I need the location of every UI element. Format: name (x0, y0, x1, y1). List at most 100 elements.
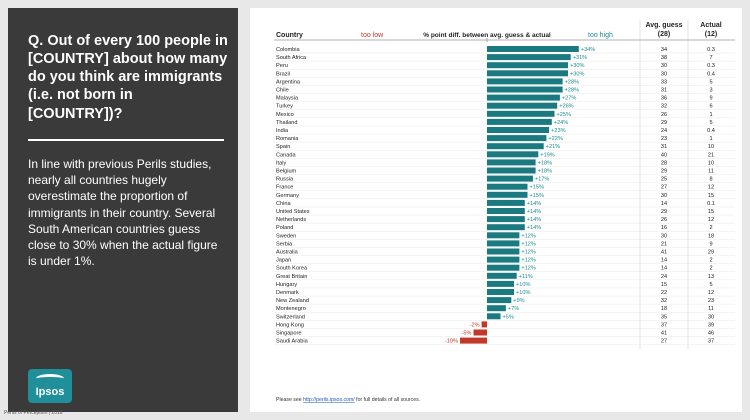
actual-value: 12 (708, 290, 714, 296)
country-label: Poland (276, 225, 293, 231)
actual-value: 12 (708, 217, 714, 223)
value-label: +7% (508, 306, 519, 312)
actual-value: 10 (708, 144, 714, 150)
bar (460, 337, 487, 344)
country-label: South Africa (276, 55, 307, 61)
actual-value: 0.4 (707, 128, 715, 134)
source-link[interactable]: http://perils.ipsos.com/ (303, 397, 355, 403)
avg-guess-value: 30 (661, 193, 667, 199)
avg-guess-value: 30 (661, 233, 667, 239)
value-label: +22% (548, 136, 562, 142)
bar (487, 54, 571, 61)
header-too-high: too high (588, 32, 613, 39)
bar (473, 329, 487, 336)
bar (487, 272, 517, 279)
actual-value: 0.3 (707, 63, 715, 69)
bar (487, 78, 563, 85)
avg-guess-value: 15 (661, 282, 667, 288)
avg-guess-value: 41 (661, 331, 667, 337)
bar (487, 264, 520, 271)
value-label: +18% (538, 169, 552, 175)
avg-guess-value: 16 (661, 225, 667, 231)
bar (487, 70, 568, 77)
actual-value: 12 (708, 185, 714, 191)
value-label: -2% (470, 322, 480, 328)
value-label: +12% (521, 250, 535, 256)
value-label: +17% (535, 177, 549, 183)
country-label: United States (276, 209, 310, 215)
avg-guess-value: 24 (661, 274, 667, 280)
actual-value: 11 (708, 169, 714, 175)
country-label: Japan (276, 258, 291, 264)
actual-value: 3 (709, 88, 712, 94)
actual-value: 8 (709, 177, 712, 183)
bar (487, 216, 525, 223)
value-label: +23% (551, 128, 565, 134)
value-label: +18% (538, 160, 552, 166)
bar (487, 313, 501, 320)
avg-guess-value: 30 (661, 63, 667, 69)
country-label: Canada (276, 152, 296, 158)
avg-guess-value: 32 (661, 298, 667, 304)
avg-guess-value: 29 (661, 209, 667, 215)
avg-guess-value: 28 (661, 160, 667, 166)
avg-guess-value: 14 (661, 258, 667, 264)
header-diff-title: % point diff. between avg. guess & actua… (423, 32, 551, 39)
value-label: +21% (546, 144, 560, 150)
avg-guess-value: 23 (661, 136, 667, 142)
avg-guess-value: 35 (661, 314, 667, 320)
actual-value: 46 (708, 331, 714, 337)
question-panel: Q. Out of every 100 people in [COUNTRY] … (8, 8, 238, 412)
actual-value: 5 (709, 282, 712, 288)
avg-guess-value: 31 (661, 88, 667, 94)
value-label: +28% (565, 88, 579, 94)
actual-value: 2 (709, 266, 712, 272)
value-label: +10% (516, 290, 530, 296)
bar (487, 256, 520, 263)
bar (487, 199, 525, 206)
bar (487, 127, 550, 133)
avg-guess-value: 26 (661, 217, 667, 223)
header-actual-count: (12) (705, 31, 717, 38)
question-text: Q. Out of every 100 people in [COUNTRY] … (28, 33, 228, 122)
header-too-low: too low (361, 32, 384, 39)
value-label: -10% (445, 339, 458, 345)
avg-guess-value: 14 (661, 266, 667, 272)
avg-guess-value: 37 (661, 322, 667, 328)
actual-value: 13 (708, 274, 714, 280)
country-label: Sweden (276, 233, 296, 239)
value-label: -5% (462, 331, 472, 337)
country-label: Russia (276, 177, 294, 183)
value-label: +9% (513, 298, 524, 304)
value-label: +10% (516, 282, 530, 288)
actual-value: 37 (708, 339, 714, 345)
actual-value: 2 (709, 225, 712, 231)
country-label: India (276, 128, 289, 134)
header-avg-guess-count: (28) (658, 31, 670, 38)
avg-guess-value: 18 (661, 306, 667, 312)
actual-value: 23 (708, 298, 714, 304)
country-label: Serbia (276, 241, 293, 247)
country-label: Hungary (276, 282, 297, 288)
value-label: +28% (565, 79, 579, 85)
bar (487, 289, 514, 295)
value-label: +14% (527, 209, 541, 215)
value-label: +34% (581, 47, 595, 53)
source-note-suffix: for full details of all sources. (355, 397, 420, 403)
avg-guess-value: 27 (661, 185, 667, 191)
header-country: Country (276, 32, 303, 39)
country-label: Germany (276, 193, 299, 199)
bar (487, 143, 544, 150)
bar (487, 167, 536, 174)
actual-value: 2 (709, 258, 712, 264)
bar (487, 175, 533, 182)
value-label: +12% (521, 258, 535, 264)
actual-value: 1 (709, 112, 712, 118)
country-label: Turkey (276, 104, 293, 110)
avg-guess-value: 22 (661, 290, 667, 296)
actual-value: 5 (709, 120, 712, 126)
footer-text: Perils of Perception | 2018 (4, 410, 63, 416)
bar (487, 248, 520, 255)
country-label: Switzerland (276, 314, 305, 320)
avg-guess-value: 34 (661, 47, 667, 53)
